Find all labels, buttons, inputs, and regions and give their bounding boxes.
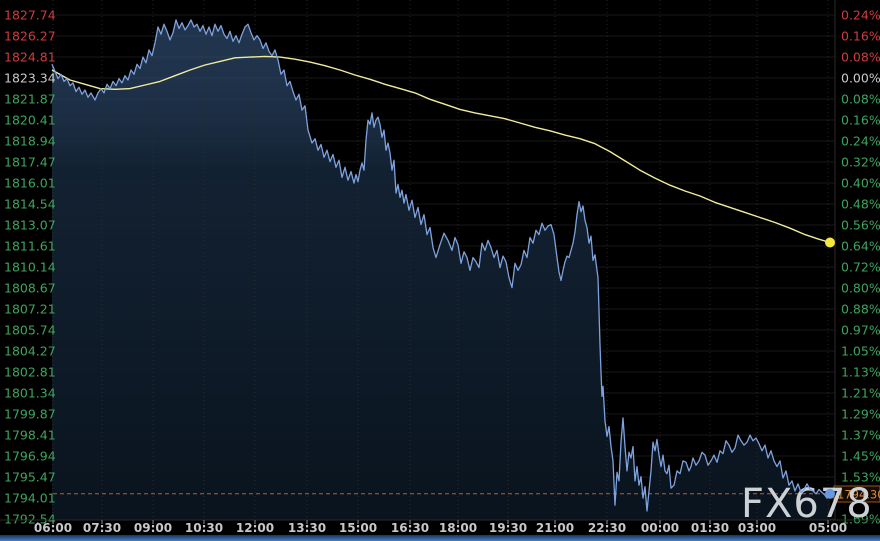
percent-tick-label: 1.05% (841, 344, 880, 359)
price-tick-label: 1817.47 (4, 155, 56, 170)
price-tick-label: 1805.74 (4, 323, 56, 338)
percent-tick-label: 0.40% (841, 176, 880, 191)
percent-tick-label: 0.56% (841, 218, 880, 233)
percent-tick-label: 1.13% (841, 365, 880, 380)
price-tick-label: 1795.47 (4, 470, 56, 485)
percent-tick-label: 0.80% (841, 281, 880, 296)
price-tick-label: 1804.27 (4, 344, 56, 359)
price-tick-label: 1801.34 (4, 386, 56, 401)
percent-tick-label: 1.53% (841, 470, 880, 485)
time-tick-label: 12:00 (236, 521, 274, 535)
percent-tick-label: 1.69% (841, 512, 880, 527)
time-tick-label: 01:30 (691, 521, 729, 535)
percent-tick-label: 1.21% (841, 386, 880, 401)
percent-tick-label: 0.16% (841, 29, 880, 44)
percent-tick-label: 0.72% (841, 260, 880, 275)
price-tick-label: 1794.01 (4, 491, 56, 506)
percent-tick-label: 0.08% (841, 92, 880, 107)
price-tick-label: 1827.74 (4, 8, 56, 23)
price-tick-label: 1821.87 (4, 92, 56, 107)
percent-tick-label: 0.97% (841, 323, 880, 338)
price-tick-label: 1796.94 (4, 449, 56, 464)
price-tick-label: 1799.87 (4, 407, 56, 422)
time-tick-label: 22:30 (588, 521, 626, 535)
percent-tick-label: 0.32% (841, 155, 880, 170)
time-tick-label: 16:30 (391, 521, 429, 535)
percent-tick-label: 1.29% (841, 407, 880, 422)
price-tick-label: 1826.27 (4, 29, 56, 44)
time-tick-label: 19:30 (489, 521, 527, 535)
price-area-fill (52, 19, 830, 521)
percent-tick-label: 0.24% (841, 8, 880, 23)
price-tick-label: 1820.41 (4, 113, 56, 128)
price-line (51, 19, 831, 512)
percent-tick-label: 0.48% (841, 197, 880, 212)
time-tick-label: 10:30 (185, 521, 223, 535)
time-tick-label: 18:00 (439, 521, 477, 535)
price-tick-label: 1823.34 (4, 71, 56, 86)
time-tick-label: 06:00 (34, 521, 72, 535)
price-end-dot (825, 488, 835, 499)
time-tick-label: 05:00 (809, 521, 847, 535)
time-tick-label: 13:30 (288, 521, 326, 535)
percent-tick-label: 0.00% (841, 71, 880, 86)
price-tick-label: 1798.41 (4, 428, 56, 443)
percent-tick-label: 0.24% (841, 134, 880, 149)
price-tick-label: 1802.81 (4, 365, 56, 380)
percent-tick-label: 0.88% (841, 302, 880, 317)
price-tick-label: 1792.54 (4, 512, 56, 527)
percent-tick-label: 1.37% (841, 428, 880, 443)
percent-tick-label: 1.45% (841, 449, 880, 464)
last-price-label: 1794.30 (837, 488, 880, 502)
time-tick-label: 03:00 (738, 521, 776, 535)
price-tick-label: 1824.81 (4, 50, 56, 65)
percent-tick-label: 0.64% (841, 239, 880, 254)
bottom-scrollbar[interactable] (0, 535, 880, 541)
percent-tick-label: 0.08% (841, 50, 880, 65)
watermark-text: FX678 (741, 481, 873, 527)
time-tick-label: 07:30 (83, 521, 121, 535)
price-tick-label: 1807.21 (4, 302, 56, 317)
time-tick-label: 21:00 (536, 521, 574, 535)
price-tick-label: 1814.54 (4, 197, 56, 212)
moving-average-end-dot (825, 237, 835, 248)
price-tick-label: 1811.61 (4, 239, 56, 254)
price-tick-label: 1818.94 (4, 134, 56, 149)
price-tick-label: 1810.14 (4, 260, 56, 275)
moving-average-line (51, 55, 831, 244)
time-tick-label: 09:00 (134, 521, 172, 535)
price-tick-label: 1816.01 (4, 176, 56, 191)
time-tick-label: 00:00 (641, 521, 679, 535)
time-tick-label: 15:00 (339, 521, 377, 535)
percent-tick-label: 0.16% (841, 113, 880, 128)
price-tick-label: 1813.07 (4, 218, 56, 233)
price-tick-label: 1808.67 (4, 281, 56, 296)
